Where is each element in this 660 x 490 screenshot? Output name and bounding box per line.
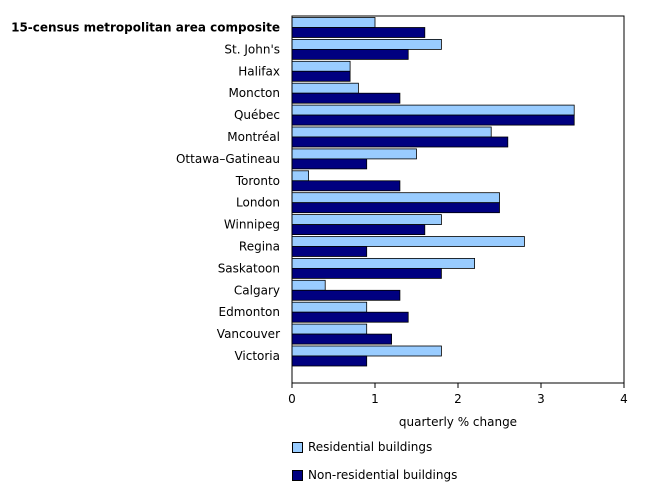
bar-non-residential-2 [291, 70, 351, 82]
category-label-11: Saskatoon [218, 261, 280, 275]
x-axis-title: quarterly % change [399, 415, 517, 429]
bar-residential-8 [291, 192, 500, 204]
category-label-14: Vancouver [217, 327, 280, 341]
bar-non-residential-5 [291, 136, 509, 148]
bar-non-residential-4 [291, 114, 575, 126]
bar-residential-0 [291, 17, 376, 28]
bar-residential-13 [291, 301, 368, 313]
legend-item-non-residential: Non-residential buildings [292, 468, 457, 482]
x-tick-label-4: 4 [620, 392, 628, 406]
category-label-6: Ottawa–Gatineau [176, 152, 280, 166]
category-label-2: Halifax [238, 64, 280, 78]
bar-residential-4 [291, 104, 575, 116]
category-label-13: Edmonton [219, 305, 281, 319]
x-tick-label-1: 1 [371, 392, 379, 406]
category-label-15: Victoria [234, 349, 280, 363]
category-label-7: Toronto [235, 174, 280, 188]
bar-residential-2 [291, 60, 351, 72]
legend-label-non-residential: Non-residential buildings [308, 468, 458, 482]
x-tick-label-3: 3 [537, 392, 545, 406]
x-axis-ticks: 0 1 2 3 4 [288, 383, 628, 406]
category-label-4: Québec [234, 108, 280, 122]
category-label-12: Calgary [234, 283, 280, 297]
bar-non-residential-13 [291, 311, 409, 323]
category-label-1: St. John's [224, 42, 280, 56]
bar-residential-12 [291, 279, 326, 291]
bar-non-residential-8 [291, 202, 500, 214]
bar-residential-10 [291, 236, 525, 247]
bar-non-residential-14 [291, 333, 392, 345]
bar-non-residential-7 [291, 180, 401, 192]
x-tick-label-0: 0 [288, 392, 296, 406]
category-label-8: London [236, 196, 280, 210]
bar-residential-14 [291, 323, 368, 335]
bar-residential-15 [291, 345, 442, 357]
bar-residential-11 [291, 257, 476, 269]
category-label-0: 15-census metropolitan area composite [11, 21, 280, 35]
bar-non-residential-12 [291, 289, 401, 301]
category-label-3: Moncton [228, 86, 280, 100]
bar-non-residential-6 [291, 158, 368, 170]
bar-residential-1 [291, 39, 442, 50]
legend-swatch-non-residential [292, 469, 303, 481]
bar-residential-3 [291, 82, 359, 94]
bar-residential-9 [291, 214, 442, 226]
x-tick-label-2: 2 [454, 392, 462, 406]
bar-non-residential-0 [291, 27, 426, 38]
bar-non-residential-9 [291, 224, 426, 236]
legend-item-residential: Residential buildings [292, 440, 432, 454]
category-label-9: Winnipeg [224, 218, 280, 232]
bar-non-residential-10 [291, 246, 368, 257]
bar-non-residential-15 [291, 355, 368, 367]
plot-frame [291, 15, 625, 384]
category-label-10: Regina [239, 240, 280, 254]
category-labels: 15-census metropolitan area composite St.… [11, 21, 280, 364]
bar-non-residential-3 [291, 92, 401, 104]
bar-residential-6 [291, 148, 417, 160]
bar-residential-5 [291, 126, 492, 138]
bars-group [291, 17, 575, 367]
bar-non-residential-1 [291, 49, 409, 60]
legend-label-residential: Residential buildings [308, 440, 433, 454]
legend-swatch-residential [292, 441, 303, 453]
bar-residential-7 [291, 170, 310, 182]
category-label-5: Montréal [227, 130, 280, 144]
bar-non-residential-11 [291, 267, 442, 279]
